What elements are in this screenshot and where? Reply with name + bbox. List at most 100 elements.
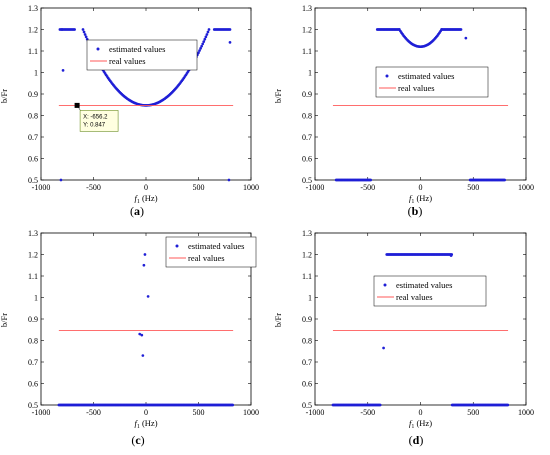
y-tick-label: 0.7 bbox=[302, 358, 312, 367]
datatip: X: -656.2 Y: 0.847 bbox=[79, 110, 119, 132]
panel-label: (d) bbox=[409, 433, 424, 447]
x-tick-label: 500 bbox=[467, 408, 479, 417]
y-tick-label: 1 bbox=[308, 294, 312, 303]
estimated-point bbox=[61, 69, 65, 72]
chart-panel-d: -1000 -500 0 500 1000 0.5 0.6 0.7 0.8 0.9 1 1.1 1.2 1… bbox=[273, 229, 534, 447]
legend-box bbox=[375, 66, 489, 98]
legend: estimated values real values bbox=[86, 39, 198, 71]
legend-real-label: real values bbox=[188, 253, 225, 263]
estimated-point bbox=[449, 254, 453, 257]
plot-frame bbox=[40, 7, 252, 181]
estimated-point bbox=[199, 47, 202, 50]
y-tick-label: 1.3 bbox=[302, 4, 312, 13]
y-tick-label: 0.8 bbox=[28, 112, 38, 121]
estimated-point bbox=[140, 333, 144, 337]
x-tick-label: -1000 bbox=[32, 408, 51, 417]
estimated-point bbox=[204, 35, 208, 39]
estimated-point bbox=[201, 42, 205, 46]
estimated-point bbox=[146, 295, 150, 298]
y-tick-label: 1.1 bbox=[302, 272, 312, 281]
datatip-x-value: X: -656.2 bbox=[83, 114, 108, 120]
y-tick-label: 1 bbox=[308, 69, 312, 78]
y-tick-label: 0.6 bbox=[302, 155, 312, 164]
legend-marker-estimated bbox=[383, 283, 387, 287]
x-axis-label: f1 (Hz) bbox=[409, 418, 432, 430]
estimated-point bbox=[207, 28, 211, 31]
estimated-point bbox=[206, 30, 210, 34]
y-axis-label: b/Fr bbox=[273, 89, 283, 103]
x-tick-label: 1000 bbox=[518, 183, 534, 192]
y-tick-label: 0.5 bbox=[302, 176, 312, 185]
legend-marker-estimated bbox=[96, 47, 100, 51]
x-axis-label: f1 (Hz) bbox=[134, 418, 157, 430]
legend-real-label: real values bbox=[109, 56, 146, 66]
x-tick-label: 500 bbox=[193, 183, 205, 192]
x-tick-label: -500 bbox=[360, 183, 375, 192]
estimated-point bbox=[81, 28, 85, 31]
estimated-point bbox=[205, 33, 209, 36]
legend: estimated values real values bbox=[373, 275, 487, 307]
y-tick-label: 0.5 bbox=[28, 401, 38, 410]
estimated-values-series bbox=[334, 28, 507, 182]
y-tick-label: 1.3 bbox=[302, 229, 312, 238]
y-tick-label: 1.2 bbox=[28, 26, 38, 35]
estimated-point bbox=[382, 346, 385, 350]
estimated-point bbox=[503, 178, 507, 182]
x-tick-label: -500 bbox=[86, 183, 101, 192]
estimated-point bbox=[459, 28, 463, 31]
estimated-point bbox=[198, 49, 201, 52]
estimated-point bbox=[228, 28, 232, 31]
x-tick-label: 500 bbox=[467, 183, 479, 192]
panel-label: (c) bbox=[131, 433, 144, 447]
estimated-point bbox=[82, 30, 86, 34]
x-tick-label: -1000 bbox=[306, 183, 325, 192]
estimated-point bbox=[59, 178, 63, 182]
y-tick-label: 0.9 bbox=[28, 90, 38, 99]
legend-estimated-label: estimated values bbox=[188, 241, 244, 251]
estimated-point bbox=[506, 403, 510, 407]
legend: estimated values real values bbox=[165, 236, 257, 268]
legend-estimated-label: estimated values bbox=[396, 280, 452, 290]
estimated-point bbox=[200, 44, 203, 48]
x-tick-label: 500 bbox=[193, 408, 205, 417]
y-tick-label: 1.2 bbox=[302, 26, 312, 35]
y-tick-label: 0.8 bbox=[302, 112, 312, 121]
estimated-point bbox=[464, 36, 468, 40]
y-tick-label: 0.5 bbox=[28, 176, 38, 185]
y-axis-label: b/Fr bbox=[273, 313, 283, 327]
x-axis-label: f1 (Hz) bbox=[409, 193, 432, 205]
chart-panel-c: -1000 -500 0 500 1000 0.5 0.6 0.7 0.8 0.9 1 1.1 1.2 1… bbox=[0, 229, 259, 447]
estimated-point bbox=[197, 51, 200, 55]
y-tick-label: 0.7 bbox=[28, 133, 38, 142]
y-tick-label: 1.3 bbox=[28, 4, 38, 13]
y-tick-label: 0.8 bbox=[28, 337, 38, 346]
x-tick-label: 0 bbox=[419, 183, 423, 192]
panel-label: (b) bbox=[408, 204, 423, 218]
estimated-point bbox=[228, 41, 232, 44]
y-tick-label: 0.7 bbox=[28, 358, 38, 367]
y-tick-label: 0.8 bbox=[302, 337, 312, 346]
legend: estimated values real values bbox=[375, 66, 489, 98]
y-tick-label: 1.1 bbox=[28, 272, 38, 281]
estimated-point bbox=[231, 403, 235, 407]
estimated-point bbox=[397, 28, 401, 31]
x-tick-label: -1000 bbox=[32, 183, 51, 192]
estimated-point bbox=[143, 253, 147, 256]
estimated-point bbox=[203, 37, 207, 41]
y-tick-label: 1.1 bbox=[28, 47, 38, 56]
chart-panel-b: -1000 -500 0 500 1000 0.5 0.6 0.7 0.8 0.9 1 1.1 1.2 1… bbox=[273, 4, 534, 218]
estimated-point bbox=[141, 354, 145, 357]
estimated-point bbox=[83, 33, 87, 36]
x-tick-label: 1000 bbox=[243, 408, 259, 417]
legend-box bbox=[373, 275, 487, 307]
panel-label: (a) bbox=[130, 204, 144, 218]
estimated-values-series bbox=[331, 253, 510, 407]
x-tick-label: -500 bbox=[360, 408, 375, 417]
y-tick-label: 1 bbox=[34, 69, 38, 78]
y-tick-label: 0.9 bbox=[302, 315, 312, 324]
legend-real-label: real values bbox=[398, 83, 435, 93]
estimated-values-series bbox=[57, 253, 235, 407]
estimated-point bbox=[73, 28, 76, 31]
estimated-point bbox=[227, 178, 231, 182]
estimated-point bbox=[378, 403, 382, 407]
